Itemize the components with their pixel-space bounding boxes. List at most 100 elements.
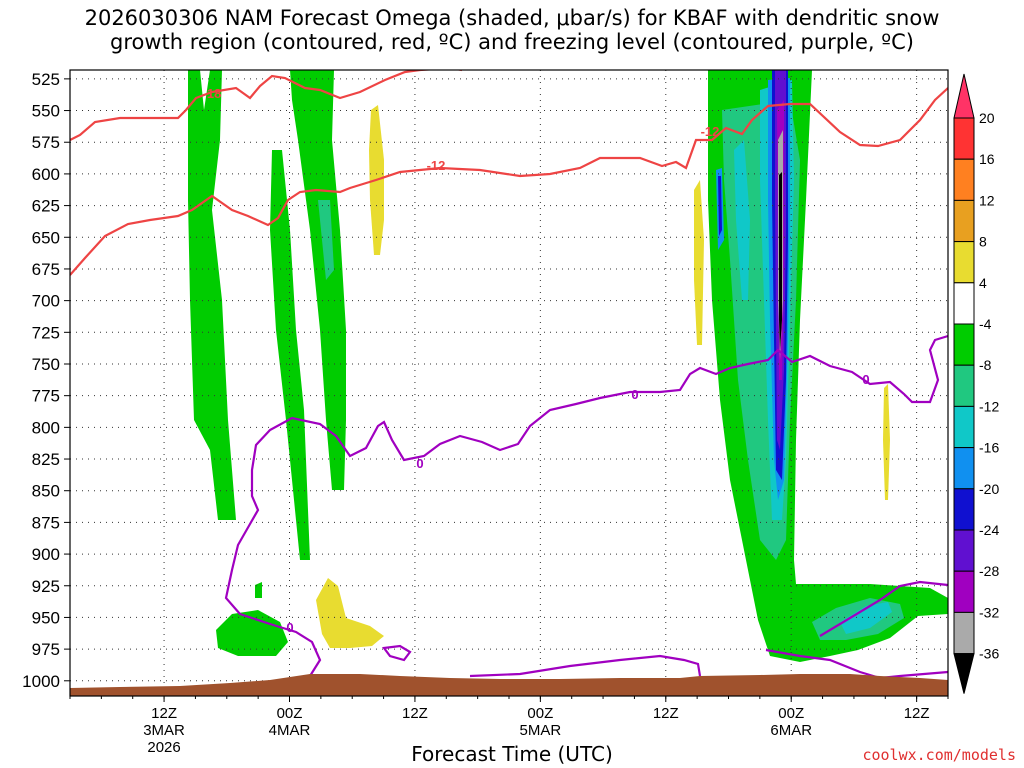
chart-title: 2026030306 NAM Forecast Omega (shaded, μ… xyxy=(0,6,1024,54)
purple-contour-label: 0 xyxy=(631,387,638,402)
x-tick-label: 12Z xyxy=(904,705,930,722)
y-tick-label: 625 xyxy=(32,197,60,216)
purple-contour-small xyxy=(381,644,412,662)
colorbar-swatch xyxy=(953,488,975,531)
colorbar-label: 16 xyxy=(979,151,995,167)
x-tick-label: 12Z xyxy=(402,705,428,722)
y-tick-label: 850 xyxy=(32,482,60,501)
x-tick-label: 5MAR xyxy=(520,722,562,739)
colorbar-swatch xyxy=(953,117,975,160)
x-tick-label: 4MAR xyxy=(269,722,311,739)
colorbar-label: -20 xyxy=(979,481,999,497)
x-axis-label: Forecast Time (UTC) xyxy=(411,742,613,766)
red-contour-label: -12 xyxy=(701,124,720,139)
y-tick-label: 1000 xyxy=(22,672,60,691)
colorbar-label: -36 xyxy=(979,646,999,662)
purple-contour-surface xyxy=(469,654,702,678)
colorbar: 20 16 12 8 4 -4 -8 -12 -16 -20 -24 -28 -32 -36 xyxy=(953,73,999,694)
red-contour-label: -18 xyxy=(203,86,222,101)
omega-area-blue xyxy=(718,176,722,236)
y-axis: 525 550 575 600 625 650 675 700 725 750 775 800 825 8… xyxy=(22,70,70,691)
y-tick-label: 650 xyxy=(32,228,60,247)
colorbar-swatch xyxy=(953,364,975,407)
x-tick-label: 6MAR xyxy=(770,722,812,739)
colorbar-swatch xyxy=(953,158,975,201)
omega-area-green xyxy=(270,150,310,560)
x-tick-label: 00Z xyxy=(527,705,553,722)
purple-contour-valley xyxy=(765,648,948,680)
colorbar-swatch xyxy=(953,282,975,325)
colorbar-swatch xyxy=(953,611,975,655)
omega-area-teal xyxy=(318,200,334,280)
y-tick-label: 675 xyxy=(32,260,60,279)
freezing-level-contours xyxy=(224,334,948,680)
y-tick-label: 900 xyxy=(32,545,60,564)
colorbar-swatch xyxy=(953,447,975,490)
omega-area-green xyxy=(216,610,288,656)
omega-area-yellow xyxy=(694,180,704,345)
omega-area-green xyxy=(188,70,236,520)
y-tick-label: 975 xyxy=(32,640,60,659)
omega-area-black xyxy=(779,172,782,350)
colorbar-top-arrow xyxy=(953,73,975,119)
x-tick-label: 12Z xyxy=(653,705,679,722)
colorbar-swatch xyxy=(953,570,975,613)
colorbar-swatch xyxy=(953,529,975,572)
dendritic-contours xyxy=(70,70,948,276)
colorbar-swatch xyxy=(953,405,975,449)
colorbar-label: 20 xyxy=(979,110,995,126)
contour-labels: -18 -12 -12 0 0 0 0 xyxy=(203,86,870,635)
purple-contour-label: 0 xyxy=(416,456,423,471)
omega-area-cyan xyxy=(840,602,892,634)
colorbar-swatch xyxy=(953,323,975,366)
colorbar-label: -8 xyxy=(979,357,992,373)
x-tick-label: 00Z xyxy=(778,705,804,722)
purple-contour-main xyxy=(224,334,948,677)
omega-area-yellow xyxy=(316,578,384,648)
omega-area-yellow xyxy=(883,384,890,500)
y-tick-label: 950 xyxy=(32,608,60,627)
colorbar-label: -32 xyxy=(979,604,999,620)
colorbar-label: -4 xyxy=(979,316,992,332)
y-tick-label: 700 xyxy=(32,292,60,311)
credit-text: coolwx.com/models xyxy=(862,746,1016,764)
red-contour-label: -12 xyxy=(427,158,446,173)
x-tick-label: 2026 xyxy=(147,739,180,756)
y-tick-label: 925 xyxy=(32,577,60,596)
y-tick-label: 800 xyxy=(32,418,60,437)
colorbar-bottom-arrow xyxy=(953,653,975,694)
purple-contour-right xyxy=(819,580,948,637)
title-line-1: 2026030306 NAM Forecast Omega (shaded, μ… xyxy=(84,6,940,30)
omega-area-green xyxy=(290,70,346,490)
colorbar-label: -24 xyxy=(979,522,999,538)
colorbar-label: -28 xyxy=(979,563,999,579)
omega-shading xyxy=(188,70,948,662)
red-contour-lower xyxy=(70,87,948,276)
purple-contour-label: 0 xyxy=(862,372,869,387)
red-contour-upper xyxy=(70,70,462,141)
x-tick-label: 00Z xyxy=(277,705,303,722)
y-tick-label: 575 xyxy=(32,133,60,152)
y-tick-label: 875 xyxy=(32,513,60,532)
x-tick-label: 12Z xyxy=(151,705,177,722)
y-tick-label: 725 xyxy=(32,323,60,342)
colorbar-label: -16 xyxy=(979,440,999,456)
y-tick-label: 525 xyxy=(32,70,60,89)
omega-area-cyan xyxy=(734,140,750,300)
purple-contour-label: 0 xyxy=(286,620,293,635)
colorbar-label: 8 xyxy=(979,234,987,250)
colorbar-swatch xyxy=(953,199,975,243)
colorbar-label: 4 xyxy=(979,275,987,291)
colorbar-label: -12 xyxy=(979,398,999,414)
x-tick-label: 3MAR xyxy=(143,722,185,739)
y-tick-label: 600 xyxy=(32,165,60,184)
colorbar-label: 12 xyxy=(979,192,995,208)
title-line-2: growth region (contoured, red, ºC) and f… xyxy=(110,30,914,54)
y-tick-label: 825 xyxy=(32,450,60,469)
y-tick-label: 750 xyxy=(32,355,60,374)
y-tick-label: 775 xyxy=(32,387,60,406)
y-tick-label: 550 xyxy=(32,102,60,121)
colorbar-swatch xyxy=(953,241,975,284)
